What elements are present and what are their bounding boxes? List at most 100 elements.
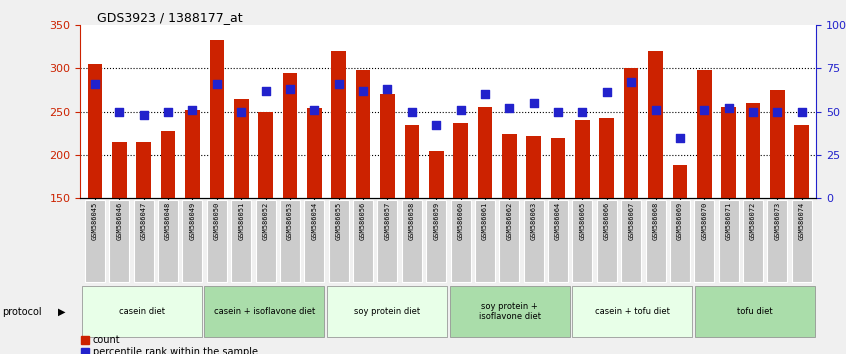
Point bbox=[405, 109, 419, 114]
Text: GSM586046: GSM586046 bbox=[117, 202, 123, 240]
Bar bbox=[283, 73, 297, 198]
FancyBboxPatch shape bbox=[207, 200, 227, 281]
Text: GSM586059: GSM586059 bbox=[433, 202, 439, 240]
FancyBboxPatch shape bbox=[134, 200, 154, 281]
Text: casein diet: casein diet bbox=[118, 307, 165, 316]
Bar bbox=[526, 136, 541, 198]
Text: GSM586045: GSM586045 bbox=[92, 202, 98, 240]
Point bbox=[600, 90, 613, 95]
FancyBboxPatch shape bbox=[573, 200, 592, 281]
Bar bbox=[648, 51, 663, 198]
FancyBboxPatch shape bbox=[231, 200, 251, 281]
Text: GSM586073: GSM586073 bbox=[774, 202, 780, 240]
Bar bbox=[112, 142, 127, 198]
Bar bbox=[478, 107, 492, 198]
FancyBboxPatch shape bbox=[743, 200, 763, 281]
Point bbox=[746, 109, 760, 114]
Bar bbox=[624, 68, 639, 198]
Point bbox=[722, 105, 735, 111]
Bar bbox=[332, 51, 346, 198]
Bar bbox=[307, 108, 321, 198]
Point bbox=[453, 107, 467, 113]
Point bbox=[624, 79, 638, 85]
FancyBboxPatch shape bbox=[621, 200, 641, 281]
Text: GSM586072: GSM586072 bbox=[750, 202, 756, 240]
FancyBboxPatch shape bbox=[255, 200, 276, 281]
Text: GSM586055: GSM586055 bbox=[336, 202, 342, 240]
FancyBboxPatch shape bbox=[109, 200, 129, 281]
Point bbox=[552, 109, 565, 114]
Point bbox=[162, 109, 175, 114]
Point bbox=[137, 112, 151, 118]
Text: GSM586063: GSM586063 bbox=[530, 202, 536, 240]
Text: GSM586065: GSM586065 bbox=[580, 202, 585, 240]
FancyBboxPatch shape bbox=[402, 200, 422, 281]
Text: casein + tofu diet: casein + tofu diet bbox=[595, 307, 670, 316]
Bar bbox=[600, 118, 614, 198]
FancyBboxPatch shape bbox=[670, 200, 689, 281]
Point bbox=[478, 91, 492, 97]
Text: GSM586069: GSM586069 bbox=[677, 202, 683, 240]
FancyBboxPatch shape bbox=[426, 200, 446, 281]
Bar bbox=[745, 103, 761, 198]
Bar bbox=[551, 137, 565, 198]
Legend: count, percentile rank within the sample: count, percentile rank within the sample bbox=[81, 335, 258, 354]
Text: GSM586058: GSM586058 bbox=[409, 202, 415, 240]
FancyBboxPatch shape bbox=[695, 200, 714, 281]
Point bbox=[381, 86, 394, 92]
FancyBboxPatch shape bbox=[280, 200, 300, 281]
Text: GSM586070: GSM586070 bbox=[701, 202, 707, 240]
Text: GSM586066: GSM586066 bbox=[604, 202, 610, 240]
Point bbox=[332, 81, 345, 87]
Bar bbox=[356, 70, 371, 198]
FancyBboxPatch shape bbox=[85, 200, 105, 281]
FancyBboxPatch shape bbox=[475, 200, 495, 281]
Bar bbox=[88, 64, 102, 198]
Text: GDS3923 / 1388177_at: GDS3923 / 1388177_at bbox=[97, 11, 243, 24]
Text: GSM586057: GSM586057 bbox=[384, 202, 391, 240]
Point bbox=[308, 107, 321, 113]
FancyBboxPatch shape bbox=[329, 200, 349, 281]
Text: GSM586048: GSM586048 bbox=[165, 202, 171, 240]
Bar bbox=[136, 142, 151, 198]
Point bbox=[771, 109, 784, 114]
Point bbox=[430, 122, 443, 128]
Text: protocol: protocol bbox=[2, 307, 41, 316]
Text: GSM586067: GSM586067 bbox=[629, 202, 634, 240]
Text: GSM586052: GSM586052 bbox=[262, 202, 268, 240]
Bar bbox=[380, 94, 395, 198]
Point bbox=[795, 109, 809, 114]
FancyBboxPatch shape bbox=[81, 286, 202, 337]
Point bbox=[503, 105, 516, 111]
Point bbox=[697, 107, 711, 113]
Bar bbox=[210, 40, 224, 198]
Point bbox=[283, 86, 297, 92]
FancyBboxPatch shape bbox=[645, 200, 666, 281]
FancyBboxPatch shape bbox=[548, 200, 568, 281]
Text: GSM586051: GSM586051 bbox=[239, 202, 244, 240]
Bar bbox=[453, 123, 468, 198]
Point bbox=[356, 88, 370, 93]
FancyBboxPatch shape bbox=[718, 200, 739, 281]
Text: GSM586049: GSM586049 bbox=[190, 202, 195, 240]
FancyBboxPatch shape bbox=[572, 286, 693, 337]
FancyBboxPatch shape bbox=[767, 200, 788, 281]
Point bbox=[186, 107, 200, 113]
Text: GSM586074: GSM586074 bbox=[799, 202, 805, 240]
Text: GSM586053: GSM586053 bbox=[287, 202, 293, 240]
FancyBboxPatch shape bbox=[451, 200, 470, 281]
Text: soy protein +
isoflavone diet: soy protein + isoflavone diet bbox=[479, 302, 541, 321]
Bar bbox=[185, 110, 200, 198]
Point bbox=[259, 88, 272, 93]
Bar bbox=[770, 90, 785, 198]
Bar bbox=[697, 70, 711, 198]
Point bbox=[673, 135, 687, 140]
Text: GSM586060: GSM586060 bbox=[458, 202, 464, 240]
Bar bbox=[673, 165, 687, 198]
Bar bbox=[794, 125, 809, 198]
Bar bbox=[233, 98, 249, 198]
Text: casein + isoflavone diet: casein + isoflavone diet bbox=[214, 307, 315, 316]
Text: GSM586047: GSM586047 bbox=[140, 202, 146, 240]
Text: soy protein diet: soy protein diet bbox=[354, 307, 420, 316]
Text: GSM586050: GSM586050 bbox=[214, 202, 220, 240]
